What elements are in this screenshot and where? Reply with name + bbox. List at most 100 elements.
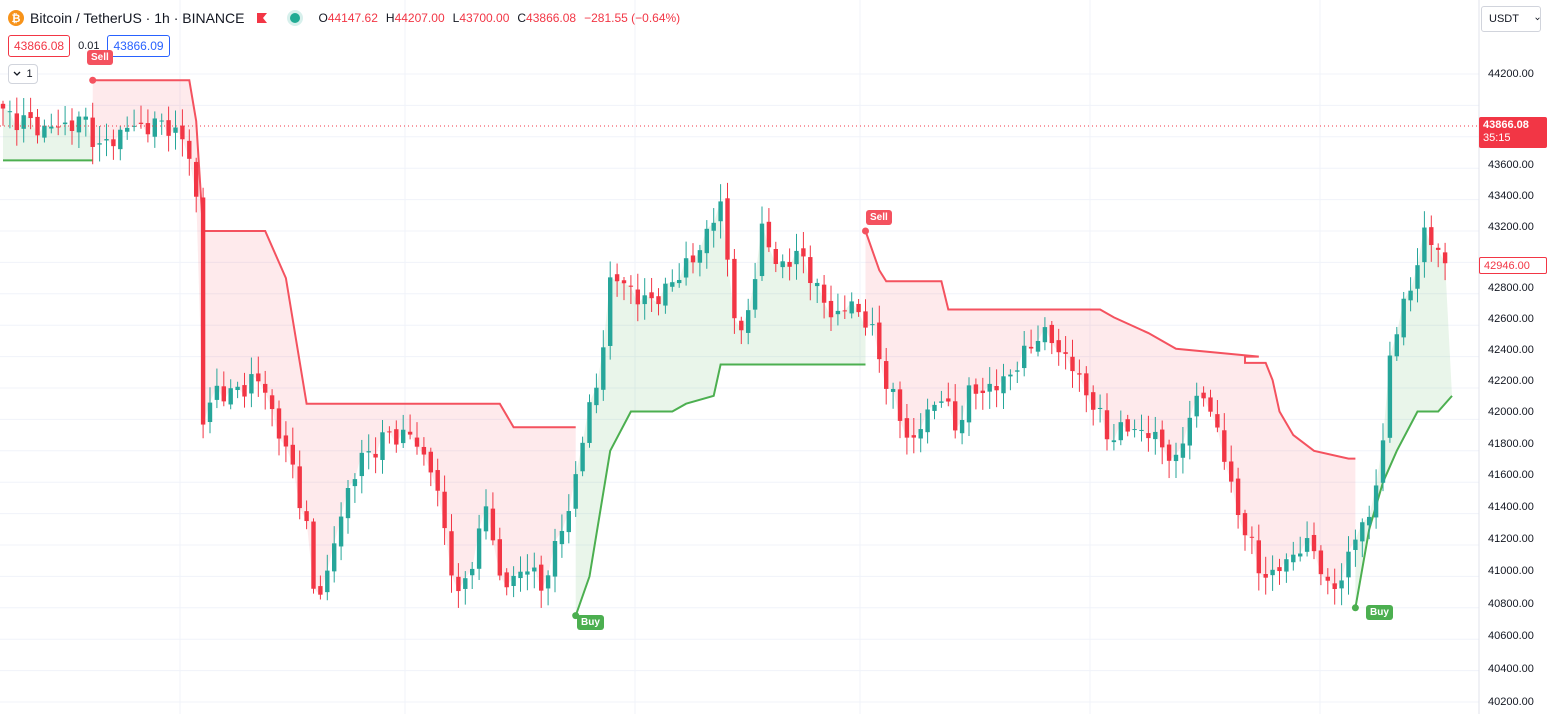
- last-price-tag: 43866.08 35:15: [1479, 117, 1547, 148]
- candle-body: [276, 408, 282, 439]
- candle-body: [614, 274, 620, 282]
- candle-body: [1325, 576, 1330, 581]
- candle-body: [690, 255, 696, 263]
- candle-body: [1436, 247, 1441, 250]
- price-axis-label: 40200.00: [1488, 696, 1534, 708]
- candle-body: [352, 479, 358, 487]
- downtrend-fill: [92, 80, 576, 595]
- price-axis-label: 42800.00: [1488, 282, 1534, 294]
- candle-body: [932, 404, 937, 411]
- market-status-icon[interactable]: [290, 13, 301, 23]
- candle-body: [97, 143, 102, 145]
- candle-body: [566, 511, 571, 533]
- downtrend-fill: [865, 231, 1356, 590]
- candle-body: [746, 310, 751, 333]
- candle-body: [1270, 569, 1275, 576]
- candle-body: [897, 389, 903, 421]
- candle-body: [821, 284, 827, 303]
- candle-body: [414, 437, 420, 447]
- ohlc-open-value: 44147.62: [327, 11, 378, 25]
- candle-body: [21, 115, 26, 129]
- candle-body: [1249, 536, 1255, 538]
- candle-body: [904, 418, 910, 438]
- signal-dot: [862, 227, 869, 235]
- candle-body: [752, 279, 758, 310]
- uptrend-fill: [575, 201, 866, 616]
- candle-body: [759, 223, 765, 277]
- candle-body: [1367, 516, 1372, 526]
- candle-body: [118, 129, 123, 150]
- candle-body: [1311, 534, 1317, 552]
- candle-body: [663, 283, 668, 306]
- candle-body: [1166, 444, 1172, 461]
- candle-body: [1263, 574, 1268, 578]
- last-price-value: 43866.08: [1483, 119, 1529, 131]
- candle-body: [711, 222, 716, 231]
- candle-body: [49, 126, 54, 129]
- indicators-toggle-button[interactable]: 1: [8, 64, 38, 84]
- candle-body: [683, 258, 689, 278]
- ohlc-low-value: 43700.00: [459, 11, 510, 25]
- candle-body: [249, 374, 254, 394]
- flag-icon[interactable]: [256, 12, 268, 24]
- candle-body: [849, 301, 854, 314]
- candle-body: [725, 198, 730, 260]
- candle-body: [476, 528, 482, 569]
- price-axis-label: 43600.00: [1488, 159, 1534, 171]
- sell-price-button[interactable]: 43866.08: [8, 35, 71, 57]
- candle-body: [677, 279, 682, 284]
- candle-body: [359, 452, 364, 477]
- candle-body: [1118, 422, 1123, 441]
- candle-body: [442, 491, 447, 529]
- candle-body: [435, 470, 440, 491]
- candle-body: [911, 435, 916, 438]
- candle-body: [739, 320, 744, 331]
- candle-body: [801, 248, 806, 257]
- buy-price-button[interactable]: 43866.09: [107, 35, 170, 57]
- symbol-title[interactable]: Bitcoin / TetherUS · 1h · BINANCE: [30, 10, 245, 26]
- candle-body: [1229, 461, 1234, 482]
- candle-body: [559, 530, 565, 545]
- candle-body: [207, 402, 213, 423]
- candle-body: [966, 385, 972, 423]
- buy-signal-label: Buy: [577, 615, 604, 630]
- ohlc-values: O 44147.62 H 44207.00 L 43700.00 C 43866.08 …: [318, 11, 688, 25]
- candle-body: [159, 120, 164, 122]
- candle-body: [1408, 290, 1413, 301]
- candle-body: [511, 575, 516, 586]
- price-axis-label: 40400.00: [1488, 663, 1534, 675]
- candle-body: [173, 127, 178, 133]
- candle-body: [649, 292, 654, 299]
- candle-body: [601, 347, 606, 390]
- candle-body: [304, 511, 309, 522]
- candle-body: [835, 310, 841, 315]
- currency-select[interactable]: USDT: [1481, 6, 1541, 32]
- candle-body: [621, 280, 627, 284]
- candle-body: [1215, 414, 1220, 428]
- candle-body: [131, 125, 137, 127]
- candle-body: [235, 386, 240, 391]
- candle-body: [890, 388, 896, 392]
- candle-body: [187, 140, 192, 159]
- candle-body: [421, 446, 427, 455]
- indicators-count: 1: [26, 68, 33, 80]
- ohlc-low-label: L: [452, 11, 460, 25]
- candle-body: [7, 111, 13, 113]
- candle-body: [828, 300, 834, 318]
- candle-body: [0, 103, 6, 109]
- candle-body: [1222, 430, 1227, 462]
- signal-dot: [1351, 604, 1359, 612]
- candle-body: [111, 139, 116, 147]
- candle-body: [269, 395, 275, 410]
- candle-body: [138, 122, 144, 124]
- candle-body: [1173, 454, 1179, 462]
- candle-body: [470, 568, 475, 576]
- chevron-down-icon: [13, 71, 21, 76]
- candle-body: [483, 506, 489, 532]
- candle-body: [842, 310, 847, 312]
- candle-body: [1180, 443, 1186, 458]
- price-axis-label: 40800.00: [1488, 598, 1534, 610]
- candle-body: [311, 521, 316, 589]
- candle-body: [1111, 440, 1117, 443]
